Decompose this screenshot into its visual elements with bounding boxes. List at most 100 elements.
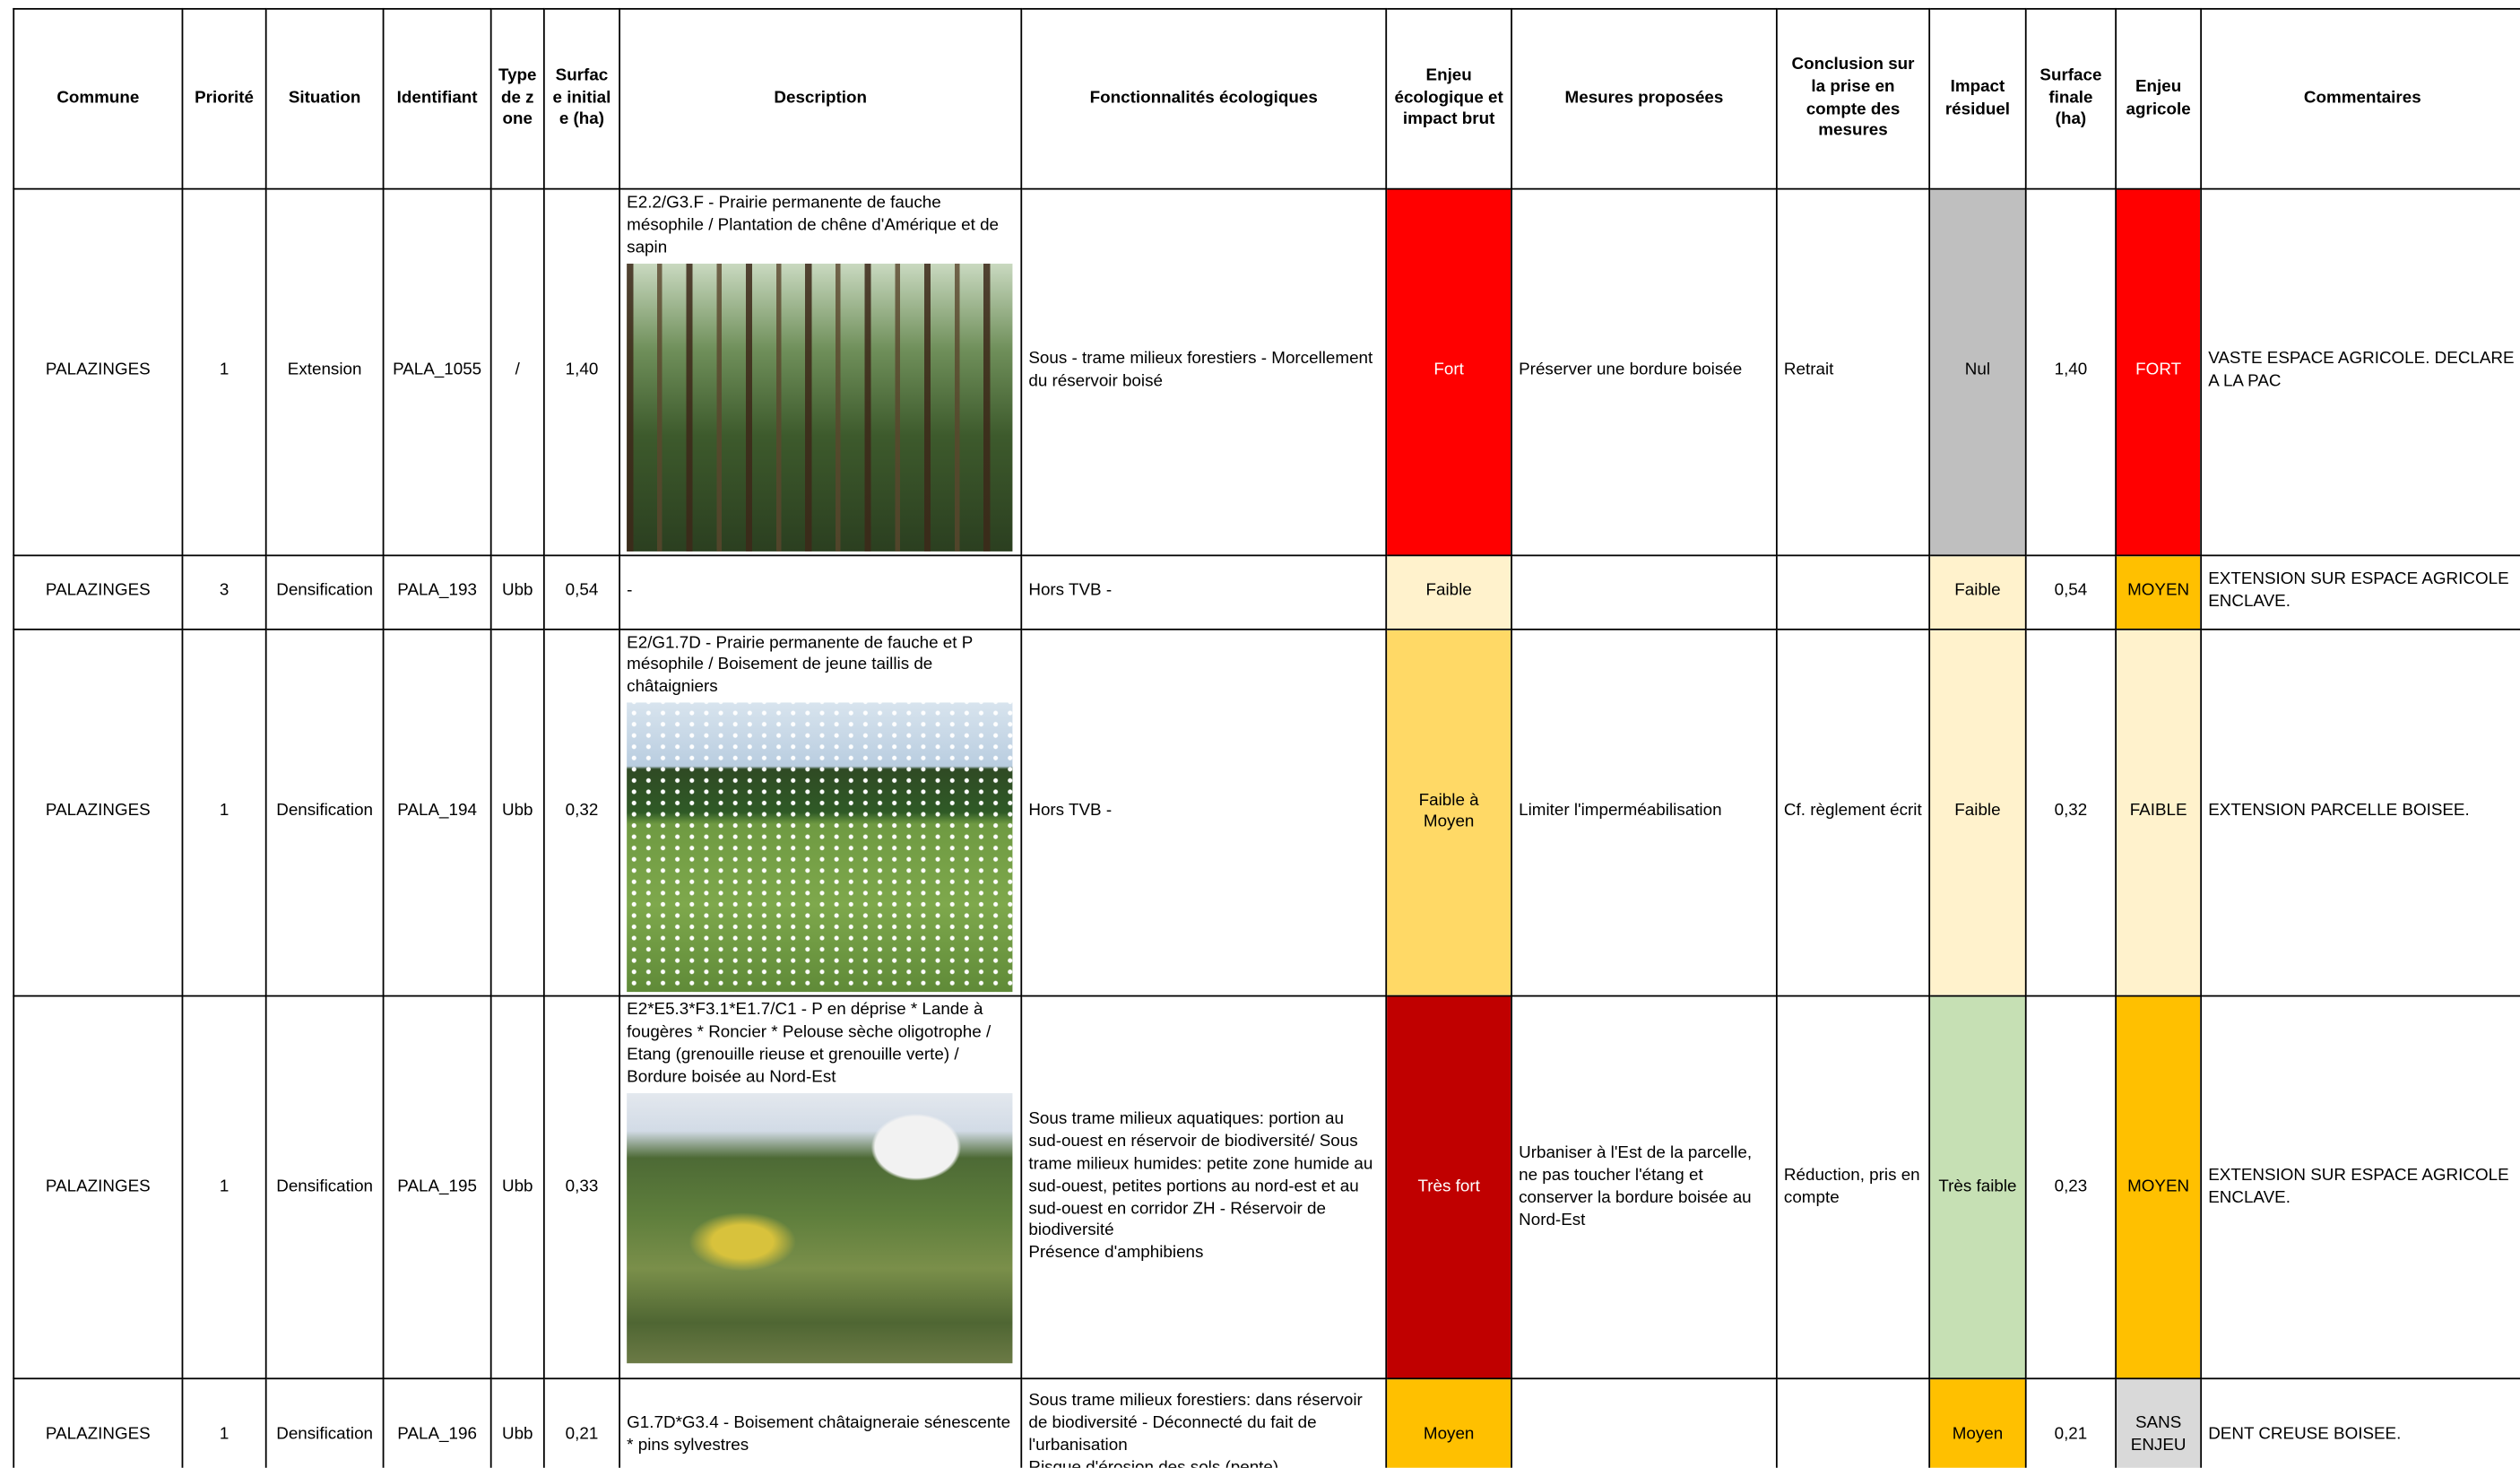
cell-text: Faible: [1425, 580, 1472, 600]
cell-text: PALAZINGES: [45, 580, 151, 600]
cell-text: 0,32: [2054, 801, 2088, 821]
cell-text: PALA_194: [397, 801, 477, 821]
cell-text: Urbaniser à l'Est de la parcelle, ne pas…: [1519, 1142, 1753, 1229]
table-cell: [1775, 553, 1931, 630]
table-cell: Ubb: [489, 995, 545, 1380]
cell-text: Cf. règlement écrit: [1783, 801, 1922, 821]
table-cell: E2/G1.7D - Prairie permanente de fauche …: [619, 628, 1023, 997]
table-cell: EXTENSION SUR ESPACE AGRICOLE ENCLAVE.: [2200, 995, 2520, 1380]
table-cell: 1: [181, 187, 267, 556]
table-cell: PALA_195: [382, 995, 492, 1380]
cell-text: PALAZINGES: [45, 801, 151, 821]
cell-text: Hors TVB -: [1028, 580, 1113, 600]
cell-text: Hors TVB -: [1028, 801, 1113, 821]
table-cell: MOYEN: [2115, 995, 2203, 1380]
cell-text: 1: [219, 1176, 229, 1196]
column-header: Identifiant: [382, 7, 492, 190]
cell-text: DENT CREUSE BOISEE.: [2208, 1423, 2402, 1444]
cell-text: 0,21: [2054, 1423, 2088, 1444]
cell-text: FORT: [2135, 360, 2182, 380]
cell-text: PALAZINGES: [45, 360, 151, 380]
column-header: Mesures proposées: [1511, 7, 1778, 190]
cell-text: /: [515, 360, 520, 380]
column-header: Type de zone: [489, 7, 545, 190]
cell-text: Retrait: [1783, 360, 1834, 380]
table-cell: [1775, 1377, 1931, 1468]
cell-text: EXTENSION SUR ESPACE AGRICOLE ENCLAVE.: [2208, 1165, 2509, 1207]
table-cell: Moyen: [1928, 1377, 2027, 1468]
cell-text: 0,54: [2054, 580, 2088, 600]
photo: [627, 702, 1013, 993]
column-header: Impact résiduel: [1928, 7, 2027, 190]
table-cell: E2.2/G3.F - Prairie permanente de fauche…: [619, 187, 1023, 556]
table-cell: E2*E5.3*F3.1*E1.7/C1 - P en déprise * La…: [619, 995, 1023, 1380]
table-cell: DENT CREUSE BOISEE.: [2200, 1377, 2520, 1468]
table-row: PALAZINGES 3 Densification PALA_193 Ubb 0,54 -…: [13, 553, 2520, 630]
column-header: Enjeu agricole: [2115, 7, 2203, 190]
cell-text: Très faible: [1938, 1176, 2017, 1196]
cell-text: PALAZINGES: [45, 1176, 151, 1196]
photo: [627, 263, 1013, 552]
table-cell: PALAZINGES: [13, 187, 184, 556]
table-cell: Ubb: [489, 628, 545, 997]
table-cell: Densification: [264, 553, 385, 630]
table-cell: G1.7D*G3.4 - Boisement châtaigneraie sén…: [619, 1377, 1023, 1468]
cell-text: Ubb: [501, 1176, 533, 1196]
table-cell: 1,40: [2024, 187, 2117, 556]
table-cell: [1511, 1377, 1778, 1468]
cell-text: Densification: [276, 1423, 374, 1444]
table-cell: Très faible: [1928, 995, 2027, 1380]
table-cell: PALAZINGES: [13, 553, 184, 630]
cell-text: 1: [219, 360, 229, 380]
column-header: Commentaires: [2200, 7, 2520, 190]
table-cell: Sous trame milieux forestiers: dans rése…: [1020, 1377, 1388, 1468]
table-cell: Très fort: [1385, 995, 1512, 1380]
column-header: Priorité: [181, 7, 267, 190]
table-cell: EXTENSION SUR ESPACE AGRICOLE ENCLAVE.: [2200, 553, 2520, 630]
cell-text: Moyen: [1423, 1423, 1475, 1444]
cell-text: 0,21: [565, 1423, 599, 1444]
table-cell: MOYEN: [2115, 553, 2203, 630]
cell-text: VASTE ESPACE AGRICOLE. DECLARE A LA PAC: [2208, 349, 2515, 392]
table-cell: Faible: [1928, 628, 2027, 997]
table-cell: 0,32: [2024, 628, 2117, 997]
cell-text: G1.7D*G3.4 - Boisement châtaigneraie sén…: [627, 1412, 1011, 1455]
cell-text: -: [627, 580, 633, 600]
cell-text: Préserver une bordure boisée: [1519, 360, 1743, 380]
cell-text: E2*E5.3*F3.1*E1.7/C1 - P en déprise * La…: [627, 1000, 992, 1087]
table-cell: FAIBLE: [2115, 628, 2203, 997]
table-cell: 0,32: [542, 628, 620, 997]
table-cell: Extension: [264, 187, 385, 556]
cell-text: EXTENSION SUR ESPACE AGRICOLE ENCLAVE.: [2208, 569, 2509, 612]
table-cell: 0,21: [2024, 1377, 2117, 1468]
cell-text: Nul: [1964, 360, 1991, 380]
cell-text: Sous trame milieux aquatiques: portion a…: [1028, 1109, 1373, 1263]
column-header: Commune: [13, 7, 184, 190]
table-cell: 1: [181, 995, 267, 1380]
table-row: PALAZINGES 1 Densification PALA_196 Ubb 0,21 G…: [13, 1377, 2520, 1468]
cell-text: Extension: [287, 360, 362, 380]
cell-text: Très fort: [1417, 1176, 1480, 1196]
table-cell: PALAZINGES: [13, 995, 184, 1380]
cell-text: Sous - trame milieux forestiers - Morcel…: [1028, 349, 1373, 392]
cell-text: Densification: [276, 580, 374, 600]
table-cell: 0,54: [2024, 553, 2117, 630]
cell-text: Ubb: [501, 801, 533, 821]
column-header: Fonctionnalités écologiques: [1020, 7, 1388, 190]
table-cell: 3: [181, 553, 267, 630]
impact-table: Commune Priorité Situation Identifiant Type …: [13, 7, 2520, 1468]
cell-text: PALA_1055: [393, 360, 482, 380]
cell-text: 3: [219, 580, 229, 600]
table-cell: PALAZINGES: [13, 1377, 184, 1468]
table-cell: PALA_1055: [382, 187, 492, 556]
cell-text: Faible à Moyen: [1418, 790, 1479, 832]
table-cell: Préserver une bordure boisée: [1511, 187, 1778, 556]
cell-text: Limiter l'imperméabilisation: [1519, 801, 1722, 821]
table-row: PALAZINGES 1 Densification PALA_194 Ubb 0,32 E…: [13, 628, 2520, 997]
cell-text: Sous trame milieux forestiers: dans rése…: [1028, 1390, 1363, 1468]
table-cell: Hors TVB -: [1020, 553, 1388, 630]
table-row: PALAZINGES 1 Extension PALA_1055 / 1,40 E2.2/G…: [13, 187, 2520, 556]
table-cell: 0,33: [542, 995, 620, 1380]
cell-text: 0,32: [565, 801, 599, 821]
table-cell: Ubb: [489, 553, 545, 630]
